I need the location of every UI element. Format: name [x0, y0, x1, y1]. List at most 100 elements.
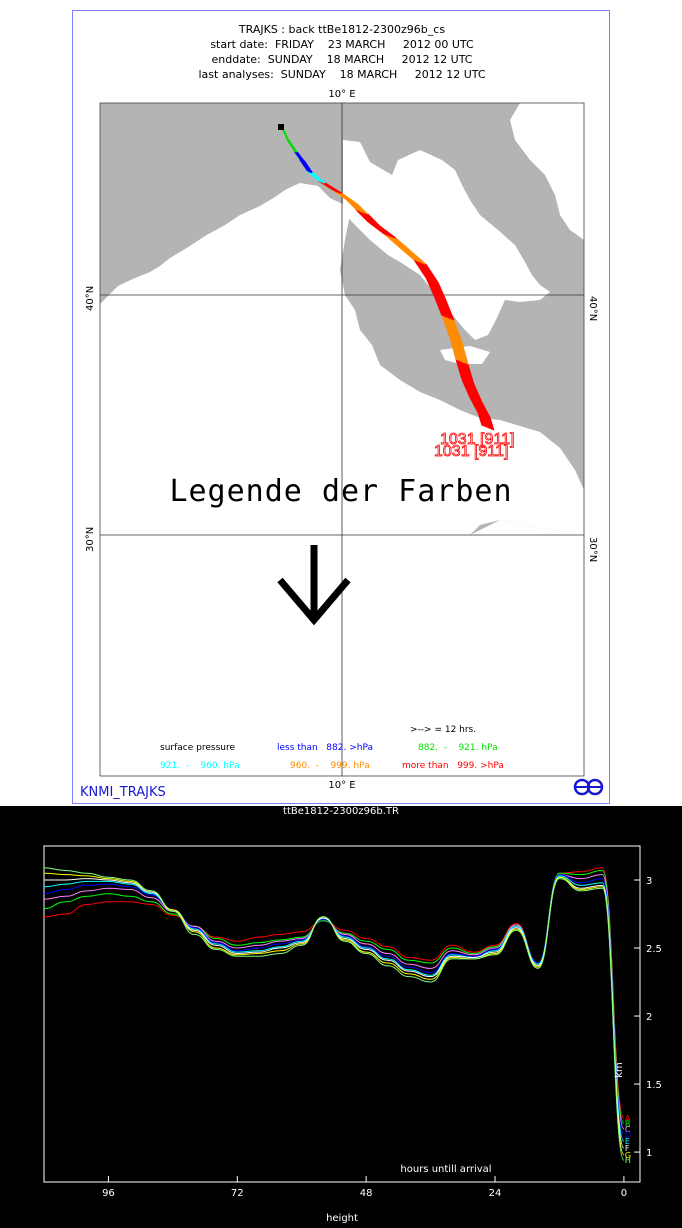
track-segment: [425, 277, 436, 297]
trajectory-tracks: [281, 126, 495, 431]
track-segment: [466, 381, 476, 401]
track-segment: [462, 362, 470, 383]
track-segment: [312, 172, 326, 184]
start-date-line: start date: FRIDAY 23 MARCH 2012 00 UTC: [210, 38, 474, 51]
track-segment: [448, 318, 458, 341]
legend-green: 882. - 921. hPa: [418, 743, 498, 753]
track-segment: [446, 317, 456, 340]
iberia-land: [100, 250, 270, 386]
track-segment: [451, 319, 461, 342]
knmi-logo-icon: [573, 778, 604, 796]
start-label-1: 1031 [911]: [440, 431, 514, 448]
track-segment: [444, 299, 455, 321]
track-segment: [420, 261, 434, 281]
track-segment: [468, 381, 478, 401]
track-segment: [463, 380, 473, 399]
track-segment: [423, 263, 437, 283]
track-segment: [472, 383, 483, 403]
legend-title: surface pressure: [160, 743, 235, 753]
track-segment: [430, 279, 440, 299]
track-segment: [435, 281, 445, 300]
track-segment: [356, 203, 368, 215]
track-segment: [484, 415, 490, 429]
balkan-land: [510, 103, 584, 240]
track-segment: [452, 338, 461, 362]
track-segment: [458, 360, 467, 382]
track-segment: [472, 398, 483, 415]
track-segment: [296, 152, 305, 162]
track-segment: [460, 361, 468, 382]
lat-label-40-left: 40°N: [85, 286, 96, 311]
track-segment: [474, 399, 484, 416]
track-segment: [433, 280, 444, 300]
track-segment: [464, 380, 475, 400]
track-segment: [461, 379, 472, 399]
track-segment: [418, 261, 432, 281]
track-segment: [459, 341, 467, 364]
arrival-point-icon: [278, 124, 284, 130]
track-segment: [444, 316, 455, 340]
track-segment: [482, 414, 488, 428]
trajectory-map: 1031 [911] 1031 [911] 10° E 10° E 40°N 4…: [85, 89, 604, 796]
track-segment: [487, 416, 493, 430]
brand-label: KNMI_TRAJKS: [80, 785, 166, 800]
track-segment: [416, 260, 431, 280]
track-segment: [441, 315, 452, 339]
end-date-line: enddate: SUNDAY 18 MARCH 2012 12 UTC: [211, 53, 473, 66]
map-frame: [99, 102, 585, 777]
track-segment: [457, 340, 466, 364]
track-segment: [395, 237, 413, 253]
track-segment: [477, 400, 488, 417]
track-segment: [480, 401, 491, 418]
down-arrow-icon: [277, 545, 351, 626]
legend-interval: >--> = 12 hrs.: [410, 725, 477, 735]
track-segment: [443, 299, 453, 320]
legend-cyan: 921. - 960. hPa: [160, 761, 240, 771]
track-segment: [469, 382, 480, 402]
track-segment: [341, 193, 357, 205]
track-segment: [454, 339, 462, 362]
track-segment: [471, 398, 481, 414]
start-labels: 1031 [911] 1031 [911]: [434, 431, 515, 461]
track-segment: [452, 319, 463, 343]
lat-label-30-right: 30°N: [587, 537, 598, 562]
track-segment: [443, 316, 453, 339]
italy-land: [343, 140, 550, 340]
track-segment: [421, 262, 436, 282]
track-segment: [325, 182, 342, 195]
track-segment: [466, 364, 475, 385]
track-segment: [488, 417, 495, 431]
map-title: TRAJKS : back ttBe1812-2300z96b_cs: [238, 23, 446, 36]
track-segment: [432, 279, 442, 299]
lon-label-top: 10° E: [328, 89, 355, 100]
legend-red: more than 999. >hPa: [402, 761, 504, 771]
alps-land: [350, 160, 380, 190]
legend-orange: 960. - 999. hPa: [290, 761, 370, 771]
track-segment: [424, 263, 439, 283]
lat-label-30-left: 30°N: [85, 527, 96, 552]
track-segment: [476, 399, 486, 416]
corsica-land: [303, 222, 326, 258]
track-segment: [457, 360, 465, 381]
track-segment: [435, 296, 445, 317]
track-segment: [463, 362, 472, 384]
track-segment: [379, 225, 397, 239]
height-chart-panel: ttBe1812-2300z96b.TR: [0, 806, 682, 1228]
legend-heading: Legende der Farben: [169, 474, 513, 509]
last-analyses-line: last analyses: SUNDAY 18 MARCH 2012 12 U…: [198, 68, 486, 81]
track-segment: [451, 338, 459, 361]
track-segment: [436, 281, 447, 301]
track-segment: [438, 297, 448, 318]
track-segment: [428, 278, 439, 298]
track-segment: [415, 259, 429, 279]
track-segment: [433, 295, 444, 317]
track-segment: [479, 413, 485, 427]
track-segment: [471, 383, 481, 402]
track-segment: [480, 413, 487, 428]
track-segment: [436, 296, 447, 318]
track-segment: [440, 298, 450, 319]
track-segment: [477, 412, 484, 426]
track-segment: [479, 401, 489, 417]
track-segment: [456, 340, 464, 363]
track-segment: [427, 278, 437, 297]
